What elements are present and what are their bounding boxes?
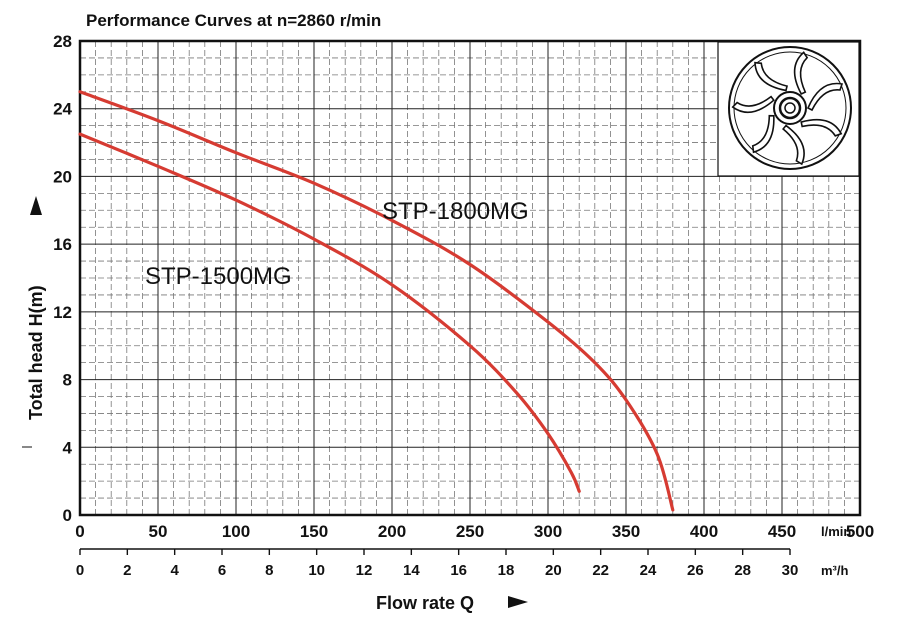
- x-tick-label-m3h: 14: [403, 562, 420, 579]
- x-tick-label-m3h: 6: [218, 562, 226, 579]
- x-tick-label-lmin: 50: [149, 522, 168, 541]
- impeller-vane: [800, 118, 843, 137]
- x-tick-label-m3h: 20: [545, 562, 562, 579]
- x-tick-label-lmin: 300: [534, 522, 562, 541]
- y-axis-ticks: 0 4 8 12 16 20 24 28: [53, 32, 72, 525]
- x-tick-label-m3h: 16: [450, 562, 467, 579]
- x-tick-label-lmin: 150: [300, 522, 328, 541]
- x-axis-label: Flow rate Q: [376, 593, 474, 613]
- y-tick-label: 8: [63, 371, 72, 390]
- y-tick-label: 16: [53, 235, 72, 254]
- series-label-stp-1800mg: STP-1800MG: [382, 198, 529, 225]
- x-tick-label-m3h: 12: [356, 562, 373, 579]
- impeller-illustration: [717, 41, 860, 177]
- y-axis-arrow-icon: [30, 196, 42, 215]
- grid-major: [80, 41, 860, 515]
- impeller-vane: [806, 82, 844, 112]
- impeller-vane: [731, 95, 775, 114]
- x-unit-primary: l/min: [821, 524, 851, 539]
- impeller-vane: [754, 61, 789, 92]
- y-axis-label: Total head H(m): [26, 285, 46, 420]
- x-tick-label-lmin: 100: [222, 522, 250, 541]
- y-tick-label: 28: [53, 32, 72, 51]
- x-unit-secondary: m³/h: [821, 563, 849, 578]
- series-label-stp-1500mg: STP-1500MG: [145, 263, 292, 290]
- x-axis-arrow-icon: [508, 596, 528, 608]
- x-tick-label-lmin: 400: [690, 522, 718, 541]
- x-tick-label-lmin: 250: [456, 522, 484, 541]
- x-tick-label-m3h: 10: [308, 562, 325, 579]
- x-tick-label-lmin: 350: [612, 522, 640, 541]
- series-line-stp-1800mg: [78, 90, 675, 512]
- chart-title: Performance Curves at n=2860 r/min: [86, 11, 381, 30]
- y-tick-label: 0: [63, 506, 72, 525]
- x-tick-label-m3h: 28: [734, 562, 751, 579]
- x-axis-ticks-m3h: 0 2 4 6 8 10 12 14 16 18 20 22 24 26 28 30: [76, 549, 799, 579]
- y-tick-label: 20: [53, 167, 72, 186]
- x-tick-label-m3h: 2: [123, 562, 131, 579]
- series-line-stp-1500mg: [78, 132, 581, 493]
- plot-frame: [78, 39, 862, 517]
- impeller-vane: [782, 124, 805, 166]
- x-tick-label-m3h: 0: [76, 562, 84, 579]
- x-tick-label-m3h: 24: [640, 562, 657, 579]
- x-tick-label-lmin: 450: [768, 522, 796, 541]
- y-tick-label: 12: [53, 303, 72, 322]
- x-tick-label-m3h: 22: [592, 562, 609, 579]
- impeller-vane: [751, 114, 775, 154]
- x-tick-label-m3h: 18: [498, 562, 515, 579]
- x-tick-label-m3h: 4: [170, 562, 179, 579]
- impeller-vane: [793, 51, 809, 95]
- x-tick-label-m3h: 8: [265, 562, 273, 579]
- y-tick-label: 4: [63, 438, 73, 457]
- x-tick-label-lmin: 200: [378, 522, 406, 541]
- x-tick-label-lmin: 500: [846, 522, 874, 541]
- y-tick-label: 24: [53, 100, 72, 119]
- x-tick-label-lmin: 0: [75, 522, 84, 541]
- x-axis-ticks-lmin: 0 50 100 150 200 250 300 350 400 450 500: [75, 522, 874, 541]
- x-tick-label-m3h: 30: [782, 562, 799, 579]
- series-curves: [78, 90, 675, 512]
- x-tick-label-m3h: 26: [687, 562, 704, 579]
